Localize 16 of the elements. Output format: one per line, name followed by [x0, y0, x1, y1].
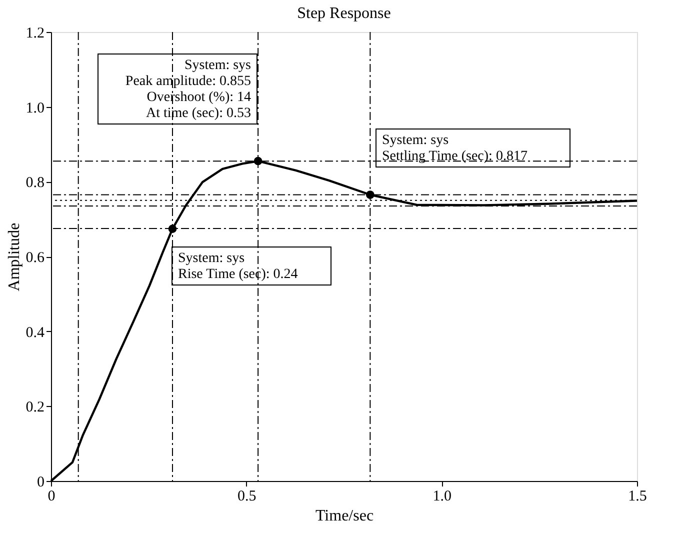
y-tick-label: 1.0: [26, 100, 44, 116]
x-tick-label: 1.5: [628, 488, 647, 504]
y-tick-label: 0: [37, 474, 44, 490]
x-tick-label: 1.0: [432, 488, 452, 504]
annotation: System: sys Settling Time (sec): 0.817: [382, 133, 528, 164]
y-tick-label: 0.2: [26, 400, 44, 416]
x-axis-title: Time/sec: [315, 508, 374, 524]
x-tick-label: 0.5: [237, 488, 256, 504]
y-tick-label: 1.2: [26, 26, 44, 42]
x-tick-label: 0: [48, 488, 56, 504]
annotation: System: sys Peak amplitude: 0.855 Overshoot (%): 14 At time (sec): 0.53: [125, 58, 251, 121]
y-tick-label: 0.4: [26, 324, 45, 341]
chart-title: Step Response: [297, 5, 391, 22]
y-axis-title: Amplitude: [6, 222, 23, 292]
y-tick-label: 0.8: [26, 175, 44, 192]
y-tick-label: 0.6: [26, 250, 45, 266]
